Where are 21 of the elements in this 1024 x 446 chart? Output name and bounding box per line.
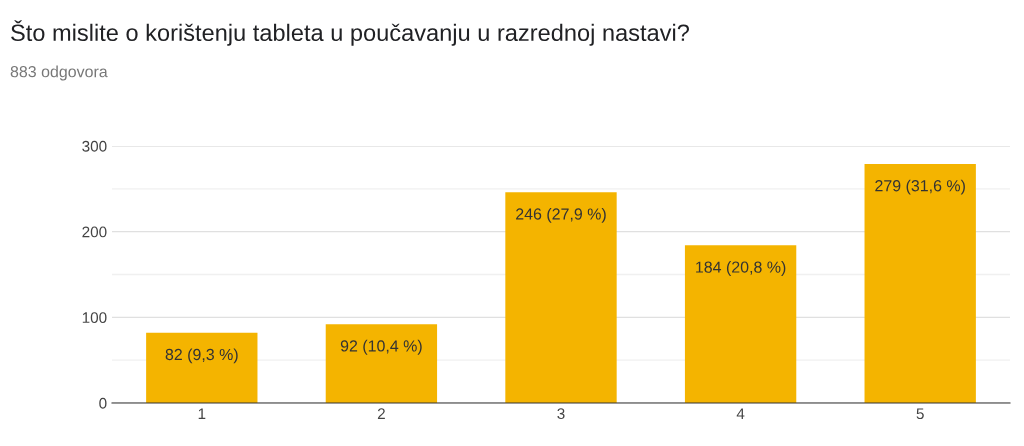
bar: [684, 245, 797, 403]
y-tick-label: 0: [99, 397, 107, 409]
data-label: 279 (31,6 %): [875, 179, 965, 195]
y-tick-label: 100: [82, 312, 107, 324]
chart-subtitle: 883 odgovora: [10, 65, 108, 81]
bar: [864, 163, 976, 403]
x-tick-label: 2: [377, 408, 385, 419]
y-tick-label: 200: [82, 226, 107, 238]
data-label: 82 (9,3 %): [165, 348, 238, 364]
y-tick-label: 300: [82, 140, 107, 152]
chart-title: Što mislite o korištenju tableta u poučavanju u razrednoj nastavi?: [11, 20, 689, 46]
x-tick-label: 3: [557, 408, 565, 420]
bar: [146, 332, 258, 403]
bar: [325, 324, 438, 403]
x-tick-label: 5: [916, 408, 924, 420]
x-tick-label: 4: [736, 408, 745, 419]
data-label: 92 (10,4 %): [340, 339, 422, 355]
x-tick-label: 1: [198, 408, 206, 419]
data-label: 246 (27,9 %): [516, 207, 606, 223]
data-label: 184 (20,8 %): [696, 261, 786, 276]
bar: [505, 192, 617, 403]
